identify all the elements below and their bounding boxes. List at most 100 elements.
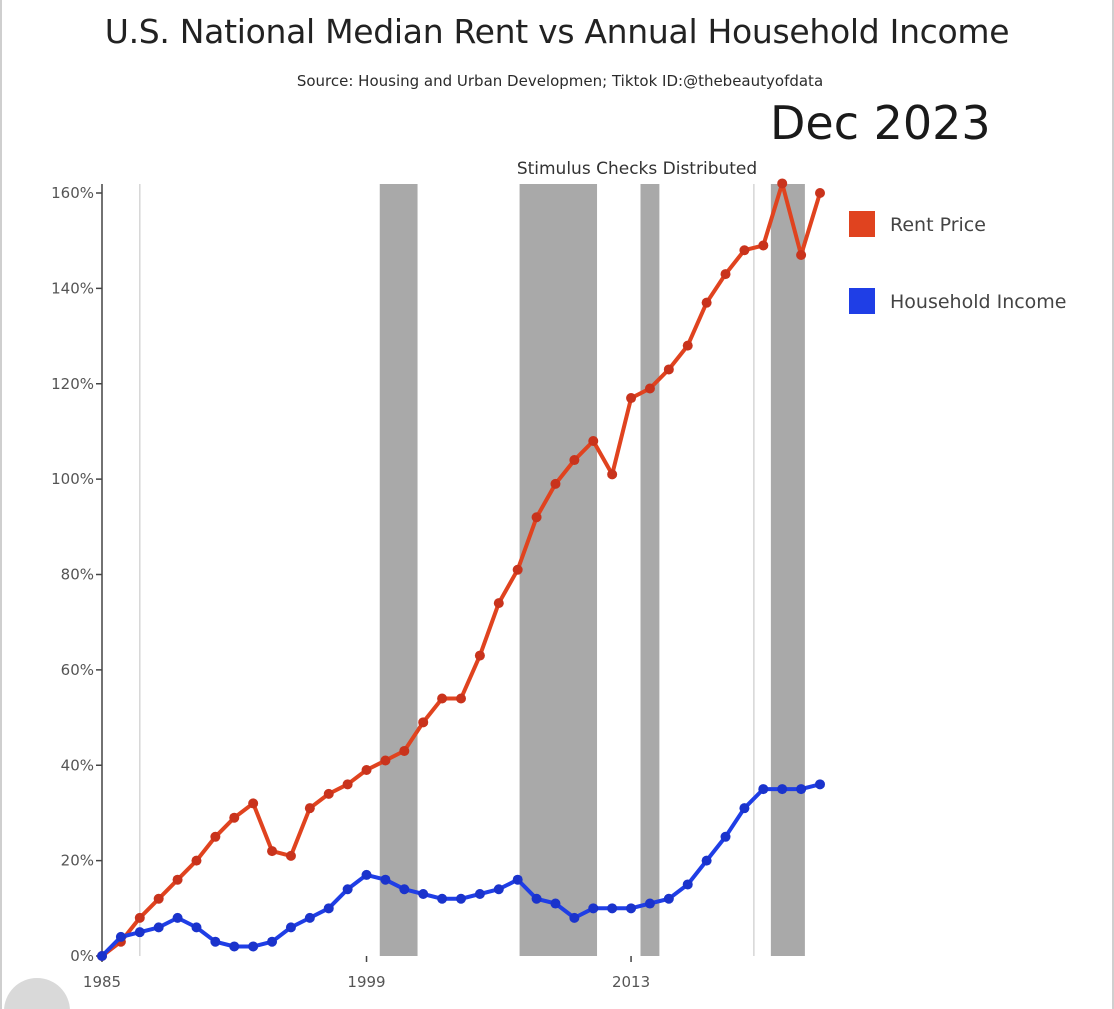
data-point-0-18 — [437, 693, 448, 704]
data-point-1-18 — [437, 893, 448, 904]
shaded-period-2 — [640, 184, 660, 956]
shaded-period-0 — [379, 184, 418, 956]
data-point-1-22 — [512, 874, 523, 885]
data-point-0-25 — [569, 455, 580, 466]
data-point-1-9 — [267, 936, 278, 947]
data-point-1-5 — [191, 922, 202, 933]
data-point-1-27 — [607, 903, 618, 914]
data-point-0-33 — [720, 269, 731, 280]
data-point-1-11 — [304, 912, 315, 923]
y-tick-label-7: 140% — [51, 279, 94, 297]
data-point-0-13 — [342, 779, 353, 790]
data-point-0-15 — [380, 755, 391, 766]
data-point-0-4 — [172, 874, 183, 885]
data-point-0-31 — [682, 340, 693, 351]
data-point-0-10 — [285, 850, 296, 861]
shaded-period-3 — [770, 184, 805, 956]
data-point-0-38 — [815, 188, 825, 198]
data-point-1-19 — [456, 893, 466, 904]
data-point-1-0 — [97, 951, 107, 961]
y-tick-label-4: 80% — [61, 566, 94, 584]
data-point-0-37 — [796, 249, 807, 260]
data-point-1-4 — [172, 912, 183, 923]
data-point-1-14 — [361, 869, 372, 880]
data-point-0-5 — [191, 855, 202, 866]
data-point-0-2 — [134, 912, 145, 923]
data-point-0-7 — [229, 812, 240, 823]
series-lines — [97, 178, 825, 961]
y-tick-label-5: 100% — [51, 470, 94, 488]
data-point-0-19 — [456, 693, 466, 704]
data-point-1-3 — [153, 922, 164, 933]
data-point-1-26 — [588, 903, 599, 914]
series-line-1 — [100, 782, 822, 958]
data-point-0-22 — [512, 564, 523, 575]
legend-label-0: Rent Price — [890, 214, 986, 236]
data-point-0-12 — [323, 788, 334, 799]
data-point-0-16 — [399, 745, 410, 756]
data-point-1-13 — [342, 884, 353, 895]
data-point-1-37 — [796, 784, 807, 795]
data-point-1-32 — [701, 855, 712, 866]
y-tick-label-3: 60% — [61, 661, 94, 679]
data-point-0-8 — [248, 798, 259, 809]
y-tick-label-8: 160% — [51, 184, 94, 202]
data-point-0-24 — [550, 478, 561, 489]
axes: 0% 20% 40% 60% 80% 100% 120% 140% 160% 1985 1999 20… — [51, 184, 650, 991]
data-point-1-28 — [626, 903, 637, 914]
right-frame-edge — [1112, 0, 1114, 1009]
data-point-1-31 — [682, 879, 693, 890]
x-tick-label-1: 1999 — [347, 973, 385, 991]
data-point-1-34 — [739, 803, 750, 814]
legend: Rent Price Household Income — [849, 211, 1067, 314]
data-point-1-20 — [474, 889, 485, 900]
data-point-0-36 — [777, 178, 788, 189]
legend-label-1: Household Income — [890, 291, 1067, 313]
series-0 — [97, 178, 825, 961]
data-point-1-21 — [493, 884, 504, 895]
data-point-1-17 — [418, 889, 429, 900]
data-point-1-16 — [399, 884, 410, 895]
y-tick-label-1: 20% — [61, 852, 94, 870]
data-point-1-33 — [720, 831, 731, 842]
series-1 — [97, 779, 825, 961]
data-point-0-14 — [361, 765, 372, 776]
reference-lines — [139, 184, 755, 956]
data-point-0-9 — [267, 846, 278, 857]
data-point-1-2 — [134, 927, 145, 938]
data-point-1-38 — [815, 779, 825, 790]
legend-swatch-0 — [849, 211, 875, 237]
data-point-1-15 — [380, 874, 391, 885]
data-point-1-25 — [569, 912, 580, 923]
data-point-0-28 — [626, 393, 637, 404]
data-point-0-23 — [531, 512, 542, 523]
shaded-period-1 — [519, 184, 598, 956]
data-point-0-27 — [607, 469, 618, 480]
left-frame-edge — [0, 0, 2, 1009]
data-point-1-6 — [210, 936, 221, 947]
data-point-1-1 — [115, 931, 126, 942]
data-point-0-29 — [644, 383, 655, 394]
data-point-1-12 — [323, 903, 334, 914]
y-tick-label-6: 120% — [51, 375, 94, 393]
chart-subtitle: Source: Housing and Urban Developmen; Ti… — [296, 72, 824, 90]
data-point-1-10 — [285, 922, 296, 933]
data-point-1-24 — [550, 898, 561, 909]
data-point-0-32 — [701, 297, 712, 308]
data-point-0-21 — [493, 598, 504, 609]
chart-title: U.S. National Median Rent vs Annual Hous… — [104, 12, 1010, 51]
shaded-periods — [379, 184, 805, 956]
data-point-0-3 — [153, 893, 164, 904]
legend-swatch-1 — [849, 288, 875, 314]
x-tick-label-2: 2013 — [612, 973, 650, 991]
y-tick-label-2: 40% — [61, 756, 94, 774]
data-point-0-34 — [739, 245, 750, 256]
data-point-1-7 — [229, 941, 240, 952]
data-point-1-30 — [663, 893, 674, 904]
data-point-1-36 — [777, 784, 788, 795]
data-point-0-26 — [588, 435, 599, 446]
series-line-0 — [100, 181, 822, 958]
data-point-0-6 — [210, 831, 221, 842]
